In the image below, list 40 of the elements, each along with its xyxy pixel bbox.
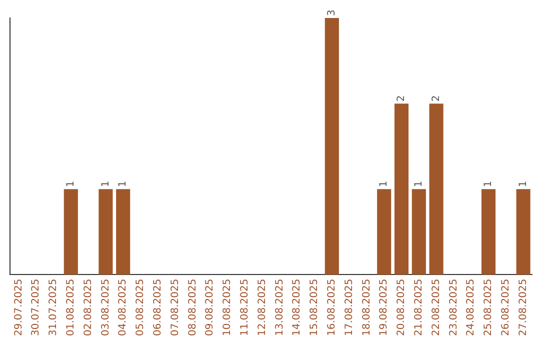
x-tick-label: 14.08.2025 (292, 278, 303, 336)
data-label: 1 (378, 180, 390, 188)
x-tick-label: 25.08.2025 (483, 278, 494, 336)
data-label: 1 (413, 180, 424, 188)
x-tick-label: 22.08.2025 (430, 278, 442, 336)
x-tick-label: 31.07.2025 (48, 278, 60, 336)
data-label: 1 (100, 180, 112, 188)
x-tick-label: 19.08.2025 (378, 278, 390, 336)
x-tick-label: 30.07.2025 (30, 278, 42, 336)
data-label: 2 (430, 95, 442, 102)
data-label: 1 (518, 180, 529, 188)
x-tick-label: 11.08.2025 (239, 278, 250, 336)
x-tick-label: 29.07.2025 (13, 278, 24, 336)
x-tick-label: 04.08.2025 (118, 278, 129, 336)
x-tick-label: 24.08.2025 (466, 278, 477, 336)
x-tick-label: 07.08.2025 (170, 278, 181, 336)
x-tick-label: 05.08.2025 (135, 278, 146, 336)
data-label: 3 (326, 10, 338, 16)
x-tick-label: 02.08.2025 (82, 278, 94, 336)
x-tick-label: 27.08.2025 (518, 278, 529, 336)
data-label: 2 (396, 95, 408, 102)
data-label: 1 (118, 180, 129, 188)
x-tick-label: 18.08.2025 (361, 278, 372, 336)
x-tick-label: 09.08.2025 (204, 278, 216, 336)
x-tick-label: 26.08.2025 (500, 278, 512, 336)
x-tick-label: 13.08.2025 (274, 278, 286, 336)
x-tick-label: 20.08.2025 (396, 278, 408, 336)
x-tick-label: 01.08.2025 (65, 278, 76, 336)
data-label: 1 (483, 180, 494, 188)
x-tick-label: 10.08.2025 (222, 278, 234, 336)
x-tick-label: 23.08.2025 (448, 278, 460, 336)
x-tick-label: 08.08.2025 (187, 278, 198, 336)
data-label: 1 (65, 180, 76, 188)
x-tick-label: 03.08.2025 (100, 278, 112, 336)
x-tick-label: 06.08.2025 (152, 278, 164, 336)
x-tick-label: 16.08.2025 (326, 278, 338, 336)
x-tick-label: 12.08.2025 (256, 278, 268, 336)
x-tick-label: 15.08.2025 (309, 278, 320, 336)
x-tick-label: 21.08.2025 (413, 278, 424, 336)
x-tick-label: 17.08.2025 (344, 278, 355, 336)
